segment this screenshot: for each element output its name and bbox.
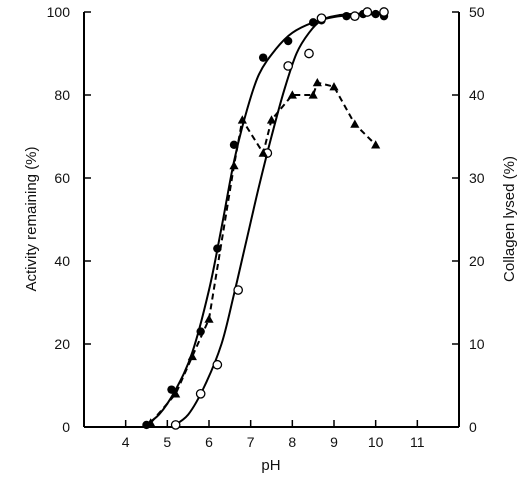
open-circle-point xyxy=(379,7,389,17)
series-1-line xyxy=(141,13,385,428)
x-tick-label: 6 xyxy=(205,434,213,450)
markers xyxy=(142,7,389,430)
series-3-line xyxy=(149,81,377,424)
filled-circle-point xyxy=(308,18,318,27)
open-circle-point xyxy=(195,388,206,399)
triangle-point xyxy=(350,119,360,128)
triangle-point xyxy=(187,351,197,361)
x-axis-label: pH xyxy=(261,457,280,474)
y-right-tick-label: 50 xyxy=(469,4,485,20)
triangle-point xyxy=(266,115,277,124)
triangle-point xyxy=(287,90,297,99)
x-tick-label: 9 xyxy=(330,434,338,450)
x-tick-label: 8 xyxy=(288,434,296,450)
triangle-point xyxy=(229,160,239,170)
filled-circle-point xyxy=(196,327,205,336)
open-circle-point xyxy=(170,420,181,430)
triangle-point xyxy=(308,90,318,99)
filled-circle-point xyxy=(258,53,268,62)
y-right-tick-label: 20 xyxy=(469,253,485,269)
triangle-point xyxy=(204,314,214,323)
open-circle-point xyxy=(304,48,314,59)
x-tick-label: 4 xyxy=(122,434,130,450)
filled-circle-point xyxy=(342,11,351,21)
open-circle-point xyxy=(316,13,327,24)
y-left-tick-label: 20 xyxy=(54,336,70,352)
triangle-point xyxy=(329,82,339,91)
triangle-point xyxy=(371,140,381,149)
y-left-tick-label: 80 xyxy=(54,87,70,103)
filled-circle-point xyxy=(213,244,222,253)
y-left-tick-label: 100 xyxy=(47,4,71,20)
triangle-point xyxy=(146,418,156,427)
y-left-tick-label: 60 xyxy=(54,170,70,186)
y-left-tick-label: 40 xyxy=(54,253,70,269)
y-right-tick-label: 0 xyxy=(469,419,477,435)
y-right-tick-label: 40 xyxy=(469,87,485,103)
x-tick-label: 11 xyxy=(410,434,425,450)
triangle-point xyxy=(312,77,322,87)
triangle-point xyxy=(258,148,268,157)
open-circle-point xyxy=(283,61,294,71)
y-right-tick-label: 30 xyxy=(469,170,485,186)
triangle-point xyxy=(237,115,247,124)
plot-frame xyxy=(83,12,460,428)
y-axis-right-label: Collagen lysed (%) xyxy=(501,156,518,282)
y-left-tick-label: 0 xyxy=(62,419,70,435)
triangle-point xyxy=(171,389,181,398)
filled-circle-point xyxy=(371,9,380,19)
open-circle-point xyxy=(233,285,244,295)
x-tick-label: 7 xyxy=(247,434,255,450)
axis-ticks: 4 5 6 7 8 9 10 11 0 20 40 60 80 100 0 10 20 30 40 50 xyxy=(47,4,485,450)
x-tick-label: 5 xyxy=(163,434,171,450)
y-axis-left-label: Activity remaining (%) xyxy=(23,146,40,291)
series-2-line xyxy=(170,12,385,428)
filled-circle-point xyxy=(283,36,293,46)
filled-circle-point xyxy=(167,385,176,394)
open-circle-point xyxy=(362,7,373,17)
x-tick-label: 10 xyxy=(368,434,384,450)
y-right-tick-label: 10 xyxy=(469,336,485,352)
axis-labels: pH Activity remaining (%) Collagen lysed… xyxy=(23,146,518,474)
open-circle-point xyxy=(212,359,223,370)
filled-circle-point xyxy=(229,140,239,149)
curves xyxy=(141,12,385,428)
open-circle-point xyxy=(349,11,360,21)
